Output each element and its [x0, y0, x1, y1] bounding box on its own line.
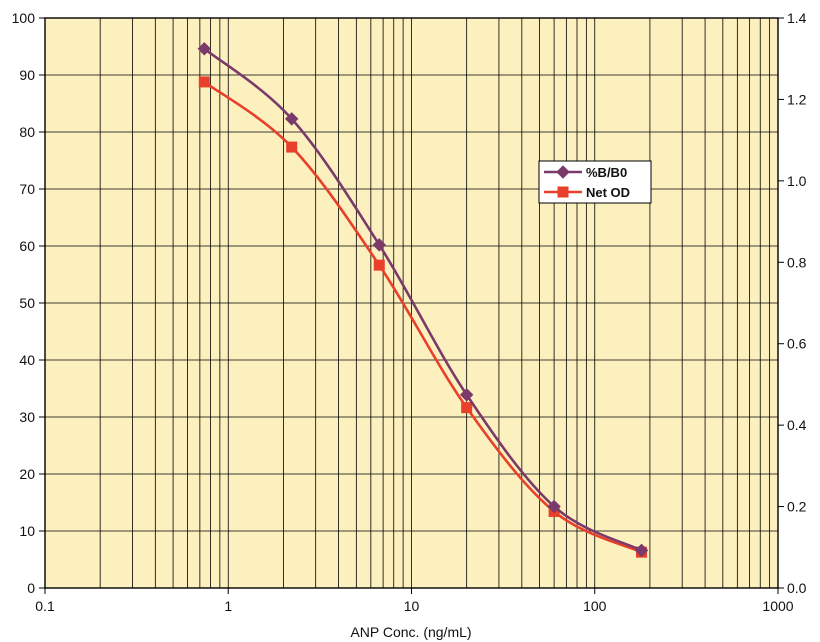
- y-right-tick-label: 0.4: [787, 417, 807, 433]
- x-tick-label: 10: [404, 598, 420, 614]
- data-point: [197, 42, 211, 56]
- y-left-tick-label: 60: [19, 238, 35, 254]
- legend-marker: [556, 165, 570, 179]
- x-axis-title: ANP Conc. (ng/mL): [350, 624, 471, 640]
- y-right-tick-label: 0.6: [787, 336, 807, 352]
- series-b-b0: [197, 42, 649, 558]
- axes: 0 10 20 30 40 50 60 70 80 90 100 0.0 0.2 0.4 0.6 0.8 1.0…: [12, 10, 807, 614]
- grid-lines: [45, 18, 778, 588]
- y-left-tick-label: 80: [19, 124, 35, 140]
- y-right-tick-label: 0.2: [787, 499, 807, 515]
- x-tick-label: 100: [583, 598, 607, 614]
- y-right-tick-label: 0.8: [787, 254, 807, 270]
- y-right-tick-label: 1.4: [787, 10, 807, 26]
- legend-marker: [557, 186, 569, 198]
- legend-item: Net OD: [544, 185, 630, 200]
- y-left-tick-label: 90: [19, 67, 35, 83]
- y-left-tick-label: 40: [19, 352, 35, 368]
- data-point: [547, 499, 561, 514]
- data-point: [461, 402, 473, 414]
- data-point: [459, 388, 474, 402]
- y-left-tick-label: 100: [12, 10, 36, 26]
- legend-label: Net OD: [586, 185, 630, 200]
- data-point: [198, 76, 210, 88]
- x-tick-label: 1: [224, 598, 232, 614]
- data-point: [372, 238, 386, 252]
- x-tick-label: 1000: [762, 598, 793, 614]
- y-left-tick-label: 50: [19, 295, 35, 311]
- data-point: [634, 543, 649, 558]
- x-tick-label: 0.1: [35, 598, 55, 614]
- y-left-tick-label: 20: [19, 466, 35, 482]
- data-point: [373, 259, 385, 271]
- y-left-tick-label: 0: [27, 580, 35, 596]
- y-left-tick-label: 10: [19, 523, 35, 539]
- y-left-tick-label: 30: [19, 409, 35, 425]
- data-point: [286, 141, 298, 153]
- y-right-tick-label: 1.0: [787, 173, 807, 189]
- series-layer: [197, 42, 649, 558]
- data-point: [285, 112, 299, 126]
- legend-label: %B/B0: [586, 165, 627, 180]
- y-left-tick-label: 70: [19, 181, 35, 197]
- legend: %B/B0 Net OD: [538, 160, 652, 204]
- legend-item: %B/B0: [544, 165, 627, 180]
- y-right-tick-label: 1.2: [787, 91, 807, 107]
- y-right-tick-label: 0.0: [787, 580, 807, 596]
